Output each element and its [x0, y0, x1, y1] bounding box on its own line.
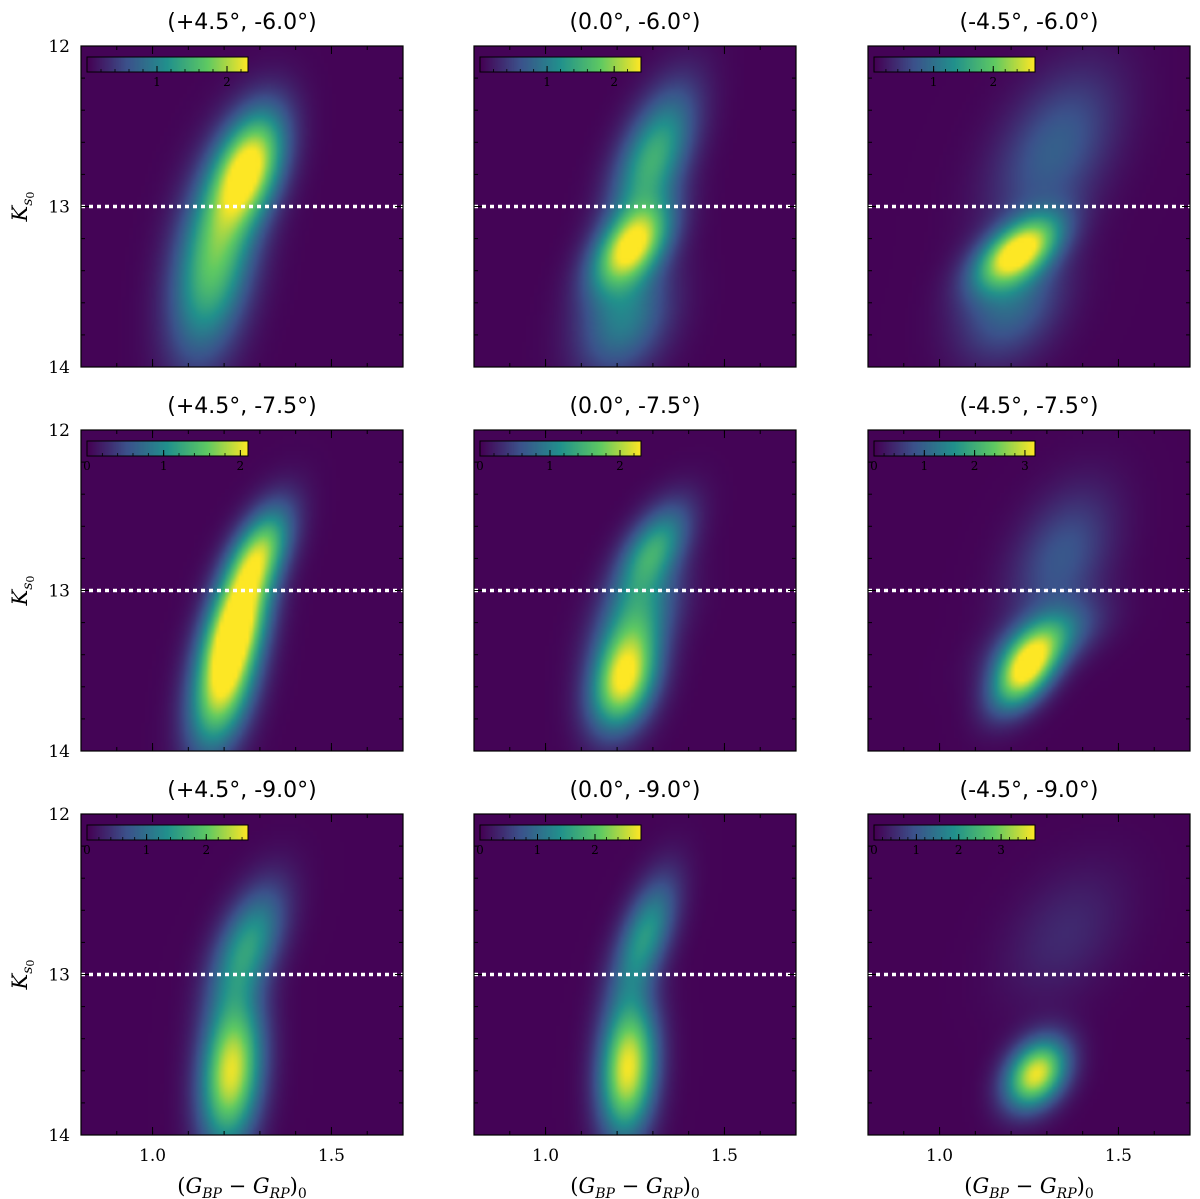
panel-title: (+4.5°, -6.0°) [167, 10, 317, 35]
panel-2: (0.0°, -6.0°)1 2 [473, 10, 797, 368]
panel-8: (0.0°, -9.0°) 1.0 1.5 (GBP − GRP)0 0 1 2 [473, 778, 797, 1199]
colorbar-frame [873, 824, 1036, 841]
colorbar-tick-label: 2 [989, 75, 997, 89]
colorbar: 0 1 2 3 [870, 824, 1036, 857]
colorbar: 0 1 2 [83, 440, 249, 473]
x-tick-label: 1.0 [139, 1146, 166, 1166]
panel-title: (-4.5°, -6.0°) [959, 10, 1098, 35]
colorbar-tick-label: 0 [870, 459, 878, 473]
colorbar-tick-label: 2 [955, 843, 963, 857]
colorbar-tick-label: 0 [870, 843, 878, 857]
colorbar-tick-label: 0 [83, 843, 91, 857]
x-tick-label: 1.0 [532, 1146, 559, 1166]
y-axis-label: Ks0 [8, 576, 37, 607]
colorbar-tick-label: 2 [616, 459, 624, 473]
x-axis-label: (GBP − GRP)0 [570, 1174, 700, 1199]
colorbar: 0 1 2 [476, 440, 642, 473]
colorbar-tick-label: 1 [913, 843, 921, 857]
panel-5: (0.0°, -7.5°) 0 1 2 [473, 394, 797, 752]
y-tick-label: 14 [48, 358, 70, 378]
colorbar-gradient [874, 57, 1035, 72]
colorbar-tick-label: 3 [997, 843, 1005, 857]
colorbar-gradient [480, 57, 641, 72]
y-tick-label: 13 [48, 198, 70, 218]
panel-3: (-4.5°, -6.0°)1 2 [867, 10, 1191, 368]
colorbar: 0 1 2 [83, 824, 249, 857]
x-tick-label: 1.5 [318, 1146, 345, 1166]
colorbar-gradient [87, 57, 248, 72]
colorbar-gradient [87, 441, 248, 456]
colorbar-tick-label: 0 [476, 843, 484, 857]
panel-title: (0.0°, -7.5°) [569, 394, 700, 419]
y-tick-label: 13 [48, 582, 70, 602]
panel-title: (-4.5°, -7.5°) [959, 394, 1098, 419]
colorbar-tick-label: 2 [202, 843, 210, 857]
colorbar-tick-label: 2 [610, 75, 618, 89]
colorbar-frame [86, 440, 249, 457]
colorbar-frame [86, 56, 249, 73]
colorbar-tick-label: 2 [971, 459, 979, 473]
panel-6: (-4.5°, -7.5°) 0 1 2 3 [867, 394, 1191, 752]
panel-title: (+4.5°, -9.0°) [167, 778, 317, 803]
colorbar-gradient [480, 441, 641, 456]
y-tick-label: 12 [48, 805, 70, 825]
colorbar-tick-label: 1 [546, 459, 554, 473]
colorbar-tick-label: 2 [223, 75, 231, 89]
colorbar: 0 1 2 [476, 824, 642, 857]
panel-title: (+4.5°, -7.5°) [167, 394, 317, 419]
panel-title: (0.0°, -9.0°) [569, 778, 700, 803]
y-axis-label: Ks0 [8, 960, 37, 991]
colorbar-frame [479, 440, 642, 457]
colorbar-tick-label: 2 [591, 843, 599, 857]
panel-title: (-4.5°, -9.0°) [959, 778, 1098, 803]
colorbar-gradient [87, 825, 248, 840]
colorbar-tick-label: 1 [153, 75, 161, 89]
y-tick-label: 14 [48, 742, 70, 762]
colorbar-gradient [480, 825, 641, 840]
x-tick-label: 1.5 [711, 1146, 738, 1166]
colorbar-tick-label: 1 [930, 75, 938, 89]
y-tick-label: 14 [48, 1126, 70, 1146]
y-tick-label: 12 [48, 37, 70, 57]
y-tick-label: 13 [48, 966, 70, 986]
x-tick-label: 1.0 [926, 1146, 953, 1166]
colorbar-frame [86, 824, 249, 841]
panel-title: (0.0°, -6.0°) [569, 10, 700, 35]
x-axis-label: (GBP − GRP)0 [177, 1174, 307, 1199]
colorbar-tick-label: 1 [543, 75, 551, 89]
y-tick-label: 12 [48, 421, 70, 441]
colorbar-gradient [874, 825, 1035, 840]
panel-9: (-4.5°, -9.0°) 1.0 1.5 (GBP − GRP)0 0 1 2 3 [867, 778, 1191, 1199]
colorbar-tick-label: 0 [83, 459, 91, 473]
colorbar-tick-label: 1 [160, 459, 168, 473]
colorbar-tick-label: 1 [920, 459, 928, 473]
colorbar-tick-label: 2 [237, 459, 245, 473]
colorbar-tick-label: 1 [534, 843, 542, 857]
colorbar-tick-label: 1 [143, 843, 151, 857]
colorbar: 0 1 2 3 [870, 440, 1036, 473]
colorbar-tick-label: 3 [1021, 459, 1029, 473]
x-tick-label: 1.5 [1105, 1146, 1132, 1166]
colorbar-frame [873, 56, 1036, 73]
x-axis-label: (GBP − GRP)0 [964, 1174, 1094, 1199]
colorbar-gradient [874, 441, 1035, 456]
y-axis-label: Ks0 [8, 192, 37, 223]
colorbar-tick-label: 0 [476, 459, 484, 473]
